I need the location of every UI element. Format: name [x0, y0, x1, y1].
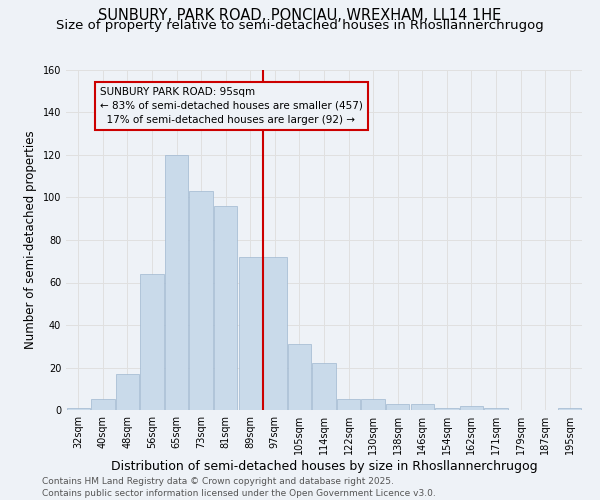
Text: SUNBURY PARK ROAD: 95sqm
← 83% of semi-detached houses are smaller (457)
  17% o: SUNBURY PARK ROAD: 95sqm ← 83% of semi-d…	[100, 87, 363, 125]
Bar	[460, 406, 483, 410]
Text: Contains HM Land Registry data © Crown copyright and database right 2025.
Contai: Contains HM Land Registry data © Crown c…	[42, 476, 436, 498]
Bar	[165, 155, 188, 410]
Bar	[91, 400, 115, 410]
Bar	[67, 408, 90, 410]
X-axis label: Distribution of semi-detached houses by size in Rhosllannerchrugog: Distribution of semi-detached houses by …	[110, 460, 538, 473]
Bar	[410, 404, 434, 410]
Bar	[288, 344, 311, 410]
Bar	[190, 191, 213, 410]
Bar	[140, 274, 164, 410]
Bar	[337, 400, 360, 410]
Text: SUNBURY, PARK ROAD, PONCIAU, WREXHAM, LL14 1HE: SUNBURY, PARK ROAD, PONCIAU, WREXHAM, LL…	[98, 8, 502, 22]
Bar	[361, 400, 385, 410]
Text: Size of property relative to semi-detached houses in Rhosllannerchrugog: Size of property relative to semi-detach…	[56, 19, 544, 32]
Bar	[116, 374, 139, 410]
Bar	[386, 404, 409, 410]
Bar	[484, 408, 508, 410]
Bar	[214, 206, 238, 410]
Bar	[313, 363, 335, 410]
Bar	[435, 408, 458, 410]
Bar	[558, 408, 581, 410]
Bar	[239, 257, 262, 410]
Bar	[263, 257, 287, 410]
Y-axis label: Number of semi-detached properties: Number of semi-detached properties	[24, 130, 37, 350]
